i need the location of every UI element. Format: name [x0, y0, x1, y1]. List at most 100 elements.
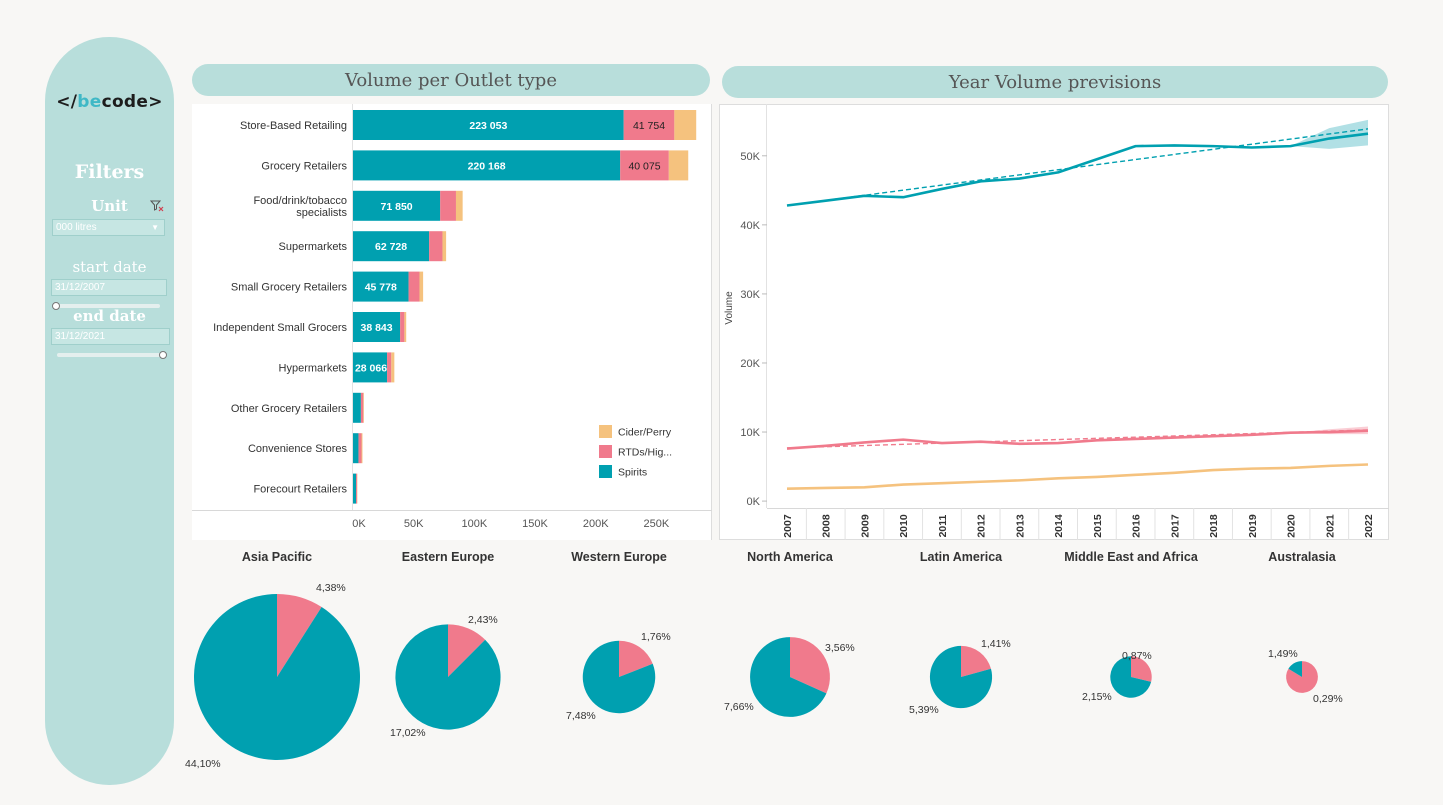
- region-pie: North America 7,66% 3,56%: [724, 550, 855, 717]
- start-date-slider[interactable]: [55, 304, 160, 308]
- region-title: Eastern Europe: [402, 550, 494, 564]
- bar-segment: [353, 392, 361, 423]
- end-date-slider[interactable]: [57, 353, 165, 357]
- start-date-label: start date: [72, 258, 147, 276]
- x-tick-label: 2021: [1324, 514, 1336, 538]
- bar-segment: [623, 110, 675, 140]
- region-pie: Western Europe 7,48% 1,76%: [566, 550, 671, 722]
- legend-label: RTDs/Hig...: [618, 447, 672, 459]
- region-title: Western Europe: [571, 550, 667, 564]
- outlet-bar-chart: Store-Based Retailing 223 053 41 754 Grocer…: [192, 104, 712, 540]
- bar-segment: [408, 271, 420, 302]
- x-tick-label: 50K: [404, 518, 424, 530]
- bar-segment: [429, 231, 443, 262]
- bar-data-label: 220 168: [468, 160, 506, 172]
- end-date-input[interactable]: 31/12/2021: [51, 328, 170, 345]
- bar-segment: [353, 190, 441, 221]
- category-label: Grocery Retailers: [261, 160, 347, 172]
- bar-segment: [353, 150, 621, 181]
- bar-row: Independent Small Grocers 38 843: [213, 312, 407, 342]
- bar-row: Store-Based Retailing 223 053 41 754: [240, 110, 697, 140]
- bar-data-label: 38 843: [361, 322, 393, 334]
- start-date-input[interactable]: 31/12/2007: [51, 279, 167, 296]
- pie-slice-rtds: [277, 594, 322, 677]
- region-pie: Eastern Europe 17,02% 2,43%: [390, 550, 501, 739]
- chevron-down-icon: ▼: [151, 223, 159, 232]
- category-label: Food/drink/tobacco: [253, 195, 347, 207]
- clear-filter-icon[interactable]: [150, 200, 164, 212]
- x-tick-label: 2009: [859, 514, 871, 538]
- unit-select[interactable]: 000 litres ▼: [52, 219, 165, 236]
- pie-label-rtds: 2,43%: [468, 614, 498, 626]
- line-chart-background: [719, 104, 1389, 540]
- bar-segment: [404, 312, 407, 342]
- region-pie: Latin America 5,39% 1,41%: [909, 550, 1011, 716]
- bar-segment: [353, 433, 359, 464]
- outlet-panel-title: Volume per Outlet type: [192, 64, 710, 96]
- pie-slice-rtds: [961, 645, 991, 677]
- pie-slice-spirits: [750, 637, 827, 717]
- x-tick-label: 2018: [1208, 514, 1220, 538]
- pie-label-spirits: 7,48%: [566, 710, 596, 722]
- category-label: Supermarkets: [279, 241, 348, 253]
- x-tick-label: 2015: [1092, 514, 1104, 538]
- region-pie: Asia Pacific 44,10% 4,38%: [185, 550, 360, 770]
- category-label: Store-Based Retailing: [240, 120, 347, 132]
- series-line: [786, 132, 1369, 207]
- y-tick-label: 50K: [740, 151, 760, 163]
- pie-label-spirits: 2,15%: [1082, 691, 1112, 703]
- bar-data-label: 45 778: [365, 282, 397, 294]
- bar-segment: [620, 150, 669, 181]
- y-tick-label: 40K: [740, 220, 760, 232]
- bar-row: Other Grocery Retailers: [231, 392, 364, 423]
- bar-segment: [353, 352, 388, 383]
- x-tick-label: 150K: [522, 518, 548, 530]
- x-tick-label: 2012: [976, 514, 988, 538]
- region-title: Middle East and Africa: [1064, 550, 1199, 564]
- bar-data-label: 223 053: [469, 120, 507, 132]
- y-tick-label: 20K: [740, 358, 760, 370]
- line-chart-border: [719, 104, 1389, 540]
- filters-title: Filters: [74, 161, 145, 183]
- bar-segment: [668, 150, 689, 181]
- series-line: [786, 429, 1369, 450]
- bar-segment: [353, 110, 624, 140]
- series-line: [786, 463, 1369, 490]
- y-axis-title: Volume: [724, 291, 735, 325]
- region-title: North America: [747, 550, 834, 564]
- bar-segment: [353, 231, 430, 262]
- legend-swatch: [599, 425, 612, 438]
- bar-data-label: 62 728: [375, 241, 407, 253]
- pie-label-spirits: 17,02%: [390, 727, 426, 739]
- region-title: Australasia: [1268, 550, 1336, 564]
- x-tick-label: 2011: [937, 514, 949, 537]
- bar-segment: [356, 473, 358, 504]
- bar-data-label: 28 066: [355, 362, 387, 374]
- pie-label-spirits: 7,66%: [724, 701, 754, 713]
- pie-label-spirits: 5,39%: [909, 704, 939, 716]
- x-tick-label: 0K: [352, 518, 366, 530]
- x-tick-label: 2022: [1363, 514, 1375, 538]
- unit-label: Unit: [91, 197, 128, 215]
- category-label: Independent Small Grocers: [213, 322, 347, 334]
- x-tick-label: 2017: [1169, 514, 1181, 538]
- bar-segment: [363, 392, 364, 423]
- pie-slice-spirits: [582, 640, 656, 714]
- end-date-slider-handle[interactable]: [159, 351, 167, 359]
- category-label: Other Grocery Retailers: [231, 403, 348, 415]
- x-tick-label: 2008: [821, 514, 833, 538]
- y-tick-label: 10K: [740, 427, 760, 439]
- x-tick-label: 200K: [583, 518, 609, 530]
- pie-slice-spirits: [1110, 656, 1152, 698]
- pie-label-rtds: 4,38%: [316, 582, 346, 594]
- start-date-slider-handle[interactable]: [52, 302, 60, 310]
- region-pie-charts: Asia Pacific 44,10% 4,38% Eastern Europe 17,…: [185, 550, 1343, 770]
- x-tick-label: 2020: [1286, 514, 1298, 538]
- bar-data-label: 40 075: [628, 160, 660, 172]
- pie-label-rtds: 1,76%: [641, 631, 671, 643]
- end-date-label: end date: [73, 307, 146, 325]
- pie-slice-spirits: [194, 594, 360, 760]
- bar-row: Supermarkets 62 728: [279, 231, 447, 262]
- legend-swatch: [599, 465, 612, 478]
